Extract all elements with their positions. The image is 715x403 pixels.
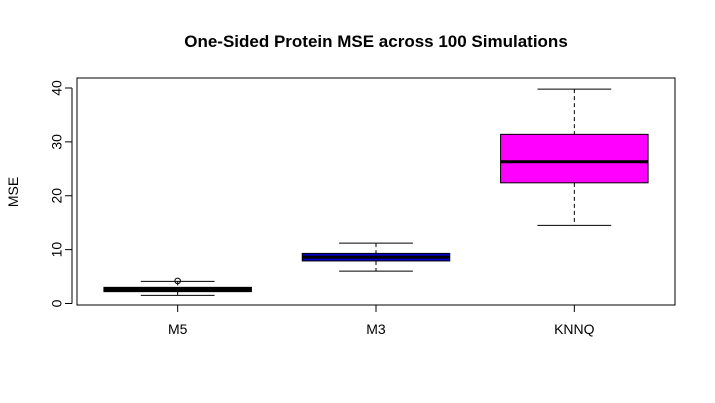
x-tick-label-M5: M5 [168, 321, 188, 337]
y-tick-label-20: 20 [49, 188, 65, 204]
boxes-layer [103, 88, 649, 296]
y-axis: 0 10 20 30 40 [49, 80, 73, 307]
y-tick-label-0: 0 [49, 299, 65, 307]
y-tick-label-30: 30 [49, 134, 65, 150]
y-tick-label-40: 40 [49, 80, 65, 96]
x-axis: M5 M3 KNNQ [168, 304, 595, 337]
chart-title: One-Sided Protein MSE across 100 Simulat… [184, 32, 568, 51]
y-axis-title: MSE [5, 177, 21, 207]
outlier-M5-0 [174, 277, 181, 285]
box-rect-KNNQ [500, 133, 649, 184]
box-M3 [301, 242, 451, 272]
x-tick-label-KNNQ: KNNQ [554, 321, 595, 337]
y-tick-label-10: 10 [49, 242, 65, 258]
box-KNNQ [500, 88, 649, 226]
box-M5 [103, 277, 252, 296]
x-tick-label-M3: M3 [366, 321, 386, 337]
